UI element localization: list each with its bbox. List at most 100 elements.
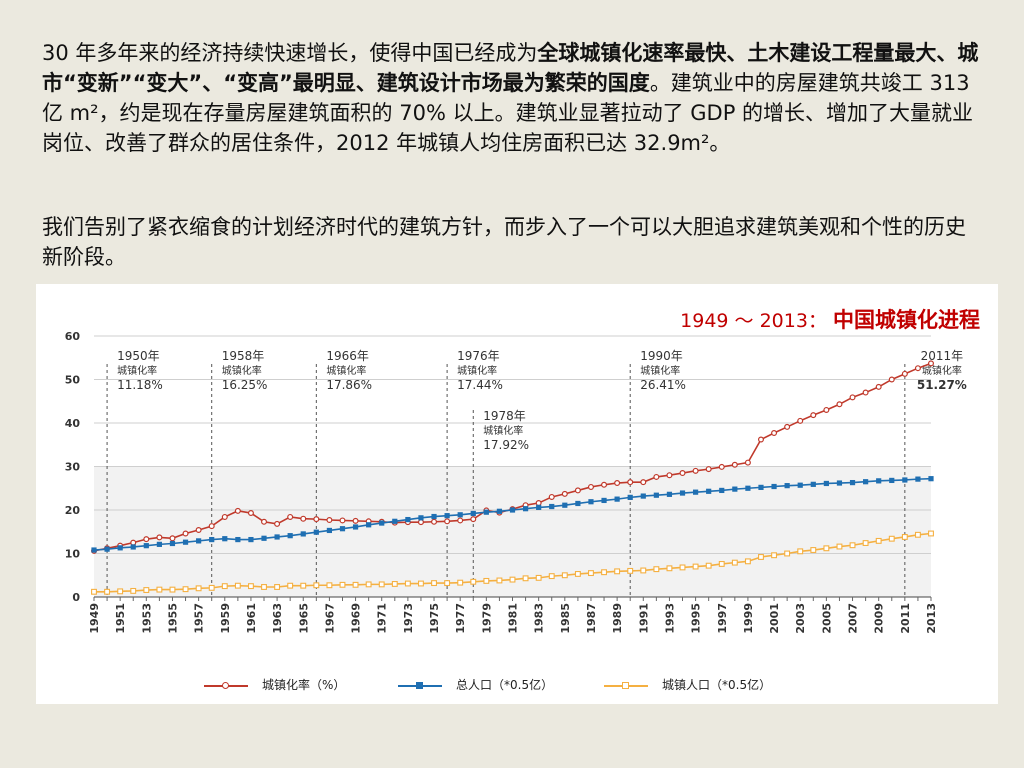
point-urban_pop-1999 bbox=[744, 558, 751, 565]
point-total_pop-2001 bbox=[771, 483, 777, 490]
x-tick-label-1955: 1955 bbox=[166, 603, 179, 634]
intro-text-c: 。建筑业中的房屋建筑共竣工 313 亿 m²，约是现在存量房屋建筑面积的 70%… bbox=[42, 71, 974, 155]
point-urban_pop-2010 bbox=[888, 535, 895, 542]
point-urban_pop-1965 bbox=[300, 582, 307, 589]
x-tick-label-1959: 1959 bbox=[219, 603, 232, 634]
point-urban_rate-1998 bbox=[731, 461, 738, 468]
x-tick-label-1951: 1951 bbox=[114, 603, 127, 634]
point-urban_pop-2003 bbox=[797, 548, 804, 555]
x-tick-label-1971: 1971 bbox=[376, 603, 389, 634]
point-urban_rate-1955 bbox=[169, 535, 176, 542]
point-total_pop-2013 bbox=[928, 476, 934, 482]
point-total_pop-1975 bbox=[431, 513, 437, 520]
point-urban_pop-1960 bbox=[234, 582, 241, 589]
chart-title: 1949 ～ 2013： 中国城镇化进程 bbox=[680, 304, 980, 334]
point-urban_pop-1966 bbox=[313, 582, 320, 589]
point-total_pop-1952 bbox=[130, 544, 136, 550]
x-tick-label-1989: 1989 bbox=[611, 603, 624, 634]
point-urban_rate-1999 bbox=[744, 459, 751, 466]
point-urban_rate-1993 bbox=[666, 472, 673, 479]
x-tick-label-1975: 1975 bbox=[428, 603, 441, 634]
point-urban_pop-2006 bbox=[836, 543, 843, 550]
point-urban_pop-2007 bbox=[849, 542, 856, 549]
legend-label-urban-pop: 城镇人口（*0.5亿） bbox=[662, 678, 772, 692]
annotation-value-1990: 26.41% bbox=[640, 378, 686, 392]
point-urban_pop-2000 bbox=[758, 554, 764, 560]
annotation-year-1966: 1966年 bbox=[326, 349, 369, 363]
annotation-value-1958: 16.25% bbox=[222, 378, 268, 392]
point-urban_rate-2010 bbox=[888, 376, 895, 383]
point-total_pop-1993 bbox=[666, 491, 673, 497]
point-total_pop-2005 bbox=[823, 480, 829, 487]
point-urban_rate-1977 bbox=[457, 517, 464, 524]
point-urban_rate-1976 bbox=[444, 518, 451, 525]
intro-text-bold: 全球城镇化速率最快、土木建设工程量最大、城市“变新”“变大”、“变高”最明显、建… bbox=[42, 41, 979, 95]
annotation-year-1990: 1990年 bbox=[640, 349, 683, 363]
point-urban_pop-2012 bbox=[914, 531, 921, 538]
point-total_pop-1974 bbox=[418, 515, 424, 521]
point-urban_pop-1956 bbox=[182, 586, 189, 593]
x-tick-label-1997: 1997 bbox=[716, 603, 729, 634]
point-urban_rate-1968 bbox=[339, 517, 346, 524]
annotation-sub-2011: 城镇化率 bbox=[922, 364, 962, 377]
annotation-year-1976: 1976年 bbox=[457, 349, 500, 363]
annotation-value-2011: 51.27% bbox=[917, 378, 967, 392]
point-urban_rate-2008 bbox=[862, 389, 869, 396]
point-urban_rate-1991 bbox=[640, 479, 647, 486]
point-urban_pop-1953 bbox=[143, 587, 150, 593]
x-tick-label-1999: 1999 bbox=[742, 603, 755, 634]
point-total_pop-1991 bbox=[640, 493, 646, 499]
point-total_pop-1988 bbox=[601, 497, 607, 504]
point-urban_rate-2001 bbox=[771, 430, 778, 437]
point-total_pop-1963 bbox=[274, 534, 280, 540]
point-total_pop-1958 bbox=[209, 536, 215, 543]
point-urban_rate-2011 bbox=[901, 370, 908, 377]
point-urban_rate-2005 bbox=[823, 406, 830, 413]
point-urban_pop-1975 bbox=[431, 580, 437, 587]
point-total_pop-1977 bbox=[457, 512, 463, 518]
point-urban_pop-1976 bbox=[444, 580, 451, 587]
point-urban_pop-1951 bbox=[117, 588, 124, 595]
legend-item-urban-pop: 城镇人口（*0.5亿） bbox=[604, 676, 771, 693]
point-urban_pop-2011 bbox=[901, 534, 908, 540]
point-total_pop-1953 bbox=[143, 543, 149, 549]
legend-label-total-pop: 总人口（*0.5亿） bbox=[456, 678, 554, 692]
chart-panel: 1949 ～ 2013： 中国城镇化进程 0 10 20 30 40 50 60 1949 19… bbox=[36, 284, 998, 704]
annotation-value-1976: 17.44% bbox=[457, 378, 503, 392]
point-total_pop-1967 bbox=[326, 527, 333, 534]
point-total_pop-1959 bbox=[222, 536, 228, 542]
point-urban_rate-2012 bbox=[914, 365, 921, 372]
annotation-sub-1978: 城镇化率 bbox=[483, 424, 523, 437]
point-urban_rate-2002 bbox=[784, 423, 791, 430]
point-urban_pop-1981 bbox=[509, 576, 516, 583]
point-urban_pop-1979 bbox=[483, 577, 490, 584]
point-total_pop-1969 bbox=[352, 524, 359, 530]
point-total_pop-1994 bbox=[679, 490, 686, 496]
chart-title-main: 中国城镇化进程 bbox=[833, 308, 980, 332]
point-urban_rate-1987 bbox=[587, 483, 594, 490]
point-total_pop-1992 bbox=[653, 492, 659, 498]
point-total_pop-1978 bbox=[470, 510, 476, 517]
x-tick-label-2009: 2009 bbox=[873, 603, 886, 634]
point-urban_rate-1969 bbox=[352, 517, 359, 524]
point-total_pop-2000 bbox=[758, 484, 764, 490]
x-tick-label-1965: 1965 bbox=[297, 603, 310, 634]
point-urban_rate-1953 bbox=[143, 536, 150, 543]
point-total_pop-1985 bbox=[562, 502, 568, 508]
point-total_pop-1964 bbox=[287, 533, 293, 539]
point-total_pop-1996 bbox=[706, 488, 712, 494]
point-total_pop-1998 bbox=[732, 486, 738, 492]
point-total_pop-2010 bbox=[889, 477, 895, 484]
point-urban_pop-1992 bbox=[653, 566, 660, 573]
point-urban_rate-1964 bbox=[287, 513, 294, 520]
point-urban_pop-1972 bbox=[391, 580, 398, 587]
point-total_pop-1979 bbox=[483, 509, 489, 515]
point-total_pop-1982 bbox=[522, 506, 529, 512]
point-urban_pop-1990 bbox=[627, 567, 634, 574]
point-total_pop-2003 bbox=[797, 482, 803, 488]
point-urban_rate-1986 bbox=[574, 487, 581, 494]
point-urban_rate-1984 bbox=[548, 493, 555, 500]
y-tick-label-40: 40 bbox=[65, 417, 81, 430]
point-urban_pop-2001 bbox=[771, 552, 778, 559]
point-total_pop-1949 bbox=[91, 547, 97, 553]
